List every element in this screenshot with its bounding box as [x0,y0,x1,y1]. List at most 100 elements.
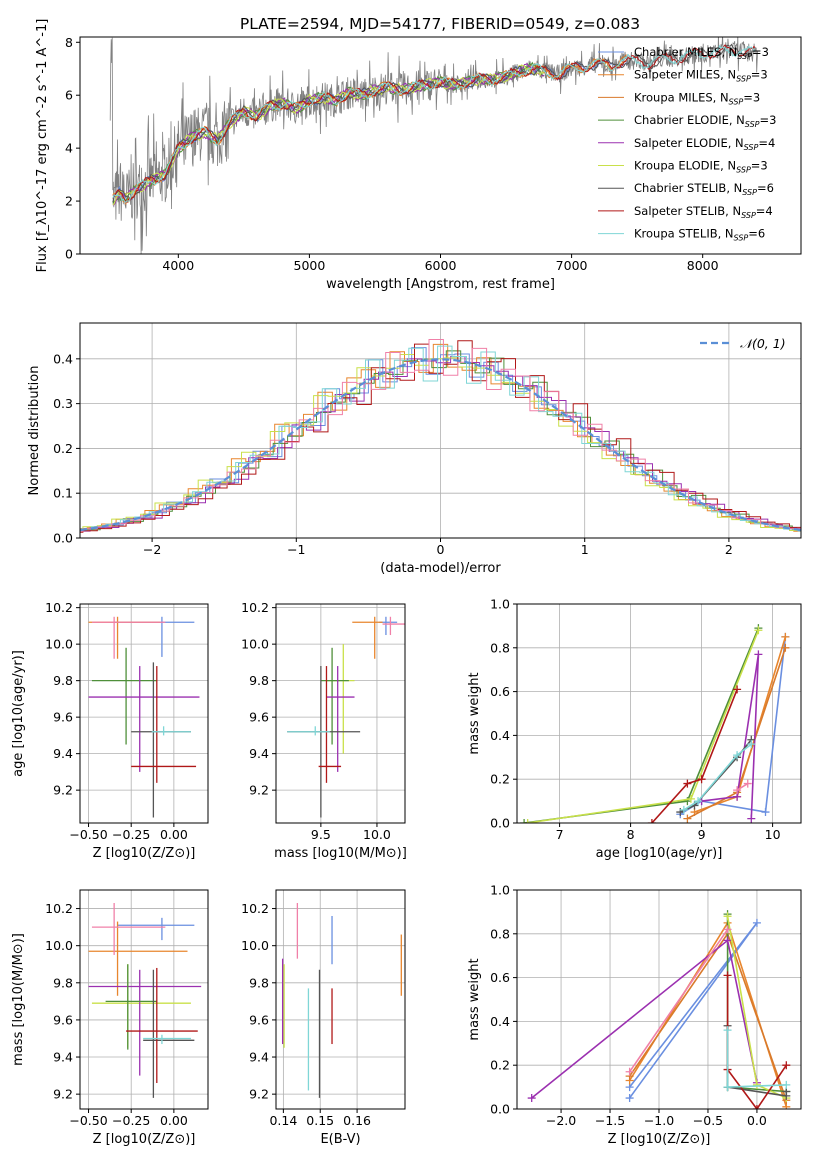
weight-vs-age-panel: 7 8 9 10 0.0 0.2 0.4 0.6 0.8 1.0 age [log10(age/yr… [467,597,802,861]
y-tick-label: 9.8 [249,673,269,688]
axes-frame [79,322,802,539]
weight-marker [625,1094,634,1103]
axes-frame [79,603,209,824]
y-tick-label: 1.0 [490,883,510,898]
y-tick-label: 9.8 [53,975,73,990]
weight-marker [683,779,692,788]
x-tick-label: 0.00 [160,827,188,842]
plot-area [80,339,801,533]
weight-series-line [628,922,758,1099]
x-tick-label: 7000 [556,258,588,273]
y-tick-label: 6 [65,88,73,103]
y-tick-label: 0.6 [490,684,510,699]
residual-histogram-panel: −2 −1 0 1 2 0.0 0.1 0.2 0.3 0.4 (data-model)/error… [27,322,802,576]
spectrum-panel: 4000 5000 6000 7000 8000 0 2 4 6 8 wavelength [Ang… [35,19,802,292]
legend-label: Chabrier STELIB, NSSP=6 [634,181,774,197]
weight-marker [754,626,763,635]
x-tick-label: 10.0 [363,827,391,842]
y-tick-label: 9.2 [249,783,269,798]
axes-frame [516,889,802,1110]
weight-marker [752,918,761,927]
plot-area [109,37,759,254]
weight-marker [694,797,703,806]
plot-area [88,616,200,818]
x-tick-label: 10 [765,827,781,842]
weight-marker [683,814,692,823]
legend-label: Chabrier MILES, NSSP=3 [634,45,769,61]
x-axis-label: (data-model)/error [380,561,501,576]
mass-vs-ebv-panel: 0.14 0.15 0.16 9.2 9.4 9.6 9.8 10.0 10.2 E(B-V) [241,889,406,1147]
age-vs-metallicity-panel: −0.50 −0.25 0.00 9.2 9.4 9.6 9.8 10.0 10.2 Z [log… [11,600,209,861]
weight-marker [781,632,790,641]
x-tick-label: 4000 [162,258,194,273]
x-tick-label: −2 [143,542,161,557]
weight-marker [723,1026,732,1035]
age-vs-mass-panel: 9.5 10.0 9.2 9.4 9.6 9.8 10.0 10.2 mass [log10(M… [241,600,407,861]
y-tick-label: 0.4 [490,728,510,743]
x-tick-label: 0.16 [343,1113,371,1128]
model-spectrum-line [112,63,545,206]
weight-series-line [651,689,738,823]
weight-marker [761,808,770,817]
weight-marker [733,751,742,760]
weight-marker [686,794,695,803]
y-tick-label: 9.2 [53,1087,73,1102]
weight-marker [781,643,790,652]
x-axis-label: E(B-V) [320,1132,360,1147]
legend-label: Kroupa ELODIE, NSSP=3 [634,159,768,175]
x-tick-label: 0.15 [306,1113,334,1128]
weight-marker [782,1061,791,1070]
model-spectrum-line [112,44,756,203]
y-axis-label: mass [log10(M/M⊙)] [11,933,26,1066]
y-tick-label: 0.0 [490,816,510,831]
x-tick-label: 9.5 [311,827,331,842]
weight-series-line [531,938,758,1099]
y-tick-label: 9.4 [53,746,73,761]
x-tick-label: −2.0 [546,1113,576,1128]
y-axis-label: mass weight [467,958,482,1040]
histogram-step [80,356,801,532]
y-tick-label: 9.4 [249,1050,269,1065]
y-tick-label: 10.2 [241,600,269,615]
x-tick-label: −0.25 [112,827,150,842]
y-tick-label: 0.4 [53,351,73,366]
weight-series-line [683,743,752,811]
x-tick-label: 7 [556,827,564,842]
y-axis-label: Normed distribution [27,366,42,496]
y-tick-label: 10.2 [45,901,73,916]
y-tick-label: 10.0 [241,637,269,652]
y-tick-label: 10.0 [241,938,269,953]
model-spectrum-line [112,43,756,203]
plot-area [281,902,402,1098]
x-axis-label: Z [log10(Z/Z⊙)] [608,1132,711,1147]
y-tick-label: 2 [65,194,73,209]
y-tick-label: 9.6 [249,1012,269,1027]
weight-marker [527,1094,536,1103]
y-tick-label: 0.1 [53,486,73,501]
legend-label: Salpeter STELIB, NSSP=4 [634,204,773,220]
x-tick-label: 0 [437,542,445,557]
y-tick-label: 8 [65,35,73,50]
histogram-step [80,345,801,532]
weight-marker [723,971,732,980]
axes-frame [79,889,209,1110]
x-tick-label: 0.0 [747,1113,767,1128]
weight-series-line [701,654,760,819]
legend-label: Kroupa STELIB, NSSP=6 [634,227,765,243]
weight-series-line [628,928,729,1073]
y-tick-label: 0.4 [490,1014,510,1029]
mass-vs-metallicity-panel: −0.50 −0.25 0.00 9.2 9.4 9.6 9.8 10.0 10.2 Z [log… [11,889,209,1147]
x-tick-label: −1.0 [644,1113,674,1128]
x-axis-label: age [log10(age/yr)] [596,846,723,861]
x-tick-label: 1 [581,542,589,557]
y-tick-label: 1.0 [490,597,510,612]
x-axis-label: Z [log10(Z/Z⊙)] [93,1132,196,1147]
weight-marker [520,819,529,823]
weight-marker [782,1080,791,1089]
x-tick-label: 0.00 [160,1113,188,1128]
y-tick-label: 4 [65,141,73,156]
weight-marker [723,925,732,934]
weight-series-line [736,782,749,791]
weight-marker [747,814,756,823]
legend-label: Salpeter MILES, NSSP=3 [634,68,768,84]
